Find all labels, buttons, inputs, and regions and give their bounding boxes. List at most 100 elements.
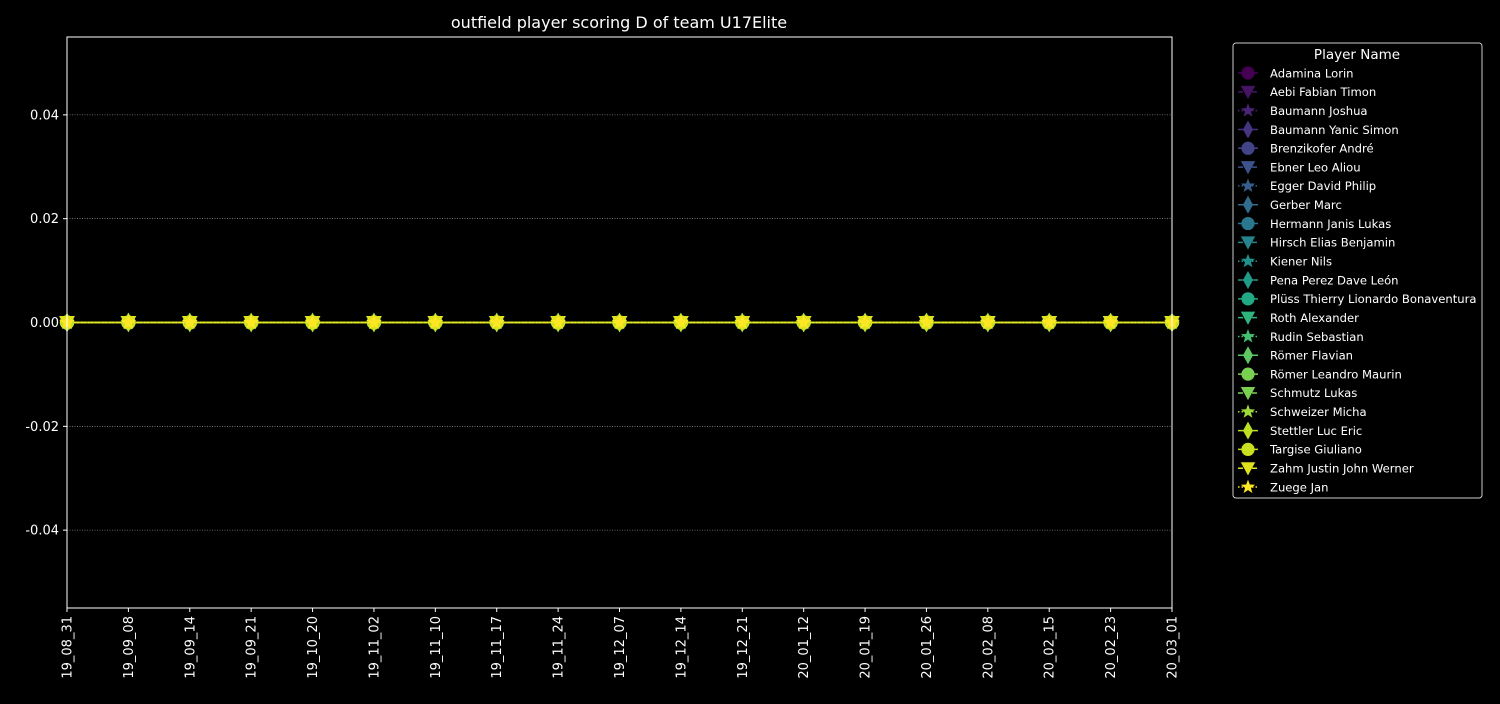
x-tick-label: 19_12_14 — [674, 616, 689, 679]
legend-label: Zuege Jan — [1270, 480, 1328, 494]
legend-frame — [1232, 42, 1483, 499]
legend-marker — [1240, 404, 1256, 418]
legend-label: Pena Perez Dave León — [1270, 273, 1399, 287]
x-axis: 19_08_31 19_09_08 19_09_14 19_09_21 19_10_20… — [61, 608, 1181, 679]
series-layer — [59, 312, 1180, 333]
legend-marker — [1240, 161, 1256, 175]
legend-label: Schmutz Lukas — [1270, 386, 1357, 400]
legend-label: Römer Leandro Maurin — [1270, 367, 1402, 381]
data-point — [1102, 314, 1119, 330]
legend-marker — [1240, 178, 1256, 192]
y-tick-label: 0.04 — [30, 108, 59, 123]
legend-item: Hermann Janis Lukas — [1238, 217, 1391, 231]
legend-label: Schweizer Micha — [1270, 405, 1367, 419]
legend-marker — [1241, 442, 1255, 456]
legend-label: Ebner Leo Aliou — [1270, 160, 1361, 174]
legend-title: Player Name — [1314, 47, 1400, 63]
legend-label: Hirsch Elias Benjamin — [1270, 236, 1395, 250]
legend-marker — [1242, 421, 1254, 440]
data-point — [918, 314, 935, 330]
legend-item: Gerber Marc — [1238, 195, 1342, 214]
data-point — [304, 314, 321, 330]
legend-label: Baumann Yanic Simon — [1270, 123, 1399, 137]
legend-label: Baumann Joshua — [1270, 104, 1368, 118]
data-point — [427, 314, 443, 330]
legend-item: Egger David Philip — [1238, 178, 1376, 193]
x-tick-label: 20_01_19 — [859, 616, 874, 679]
legend-marker — [1240, 462, 1256, 476]
legend-item: Römer Flavian — [1238, 346, 1353, 365]
legend-item: Brenzikofer André — [1238, 142, 1374, 156]
x-tick-label: 20_02_08 — [981, 616, 996, 679]
legend-item: Ebner Leo Aliou — [1238, 160, 1361, 174]
data-point — [120, 314, 137, 330]
legend-item: Baumann Yanic Simon — [1238, 120, 1399, 139]
x-tick-label: 19_09_14 — [183, 616, 198, 679]
legend-label: Römer Flavian — [1270, 349, 1353, 363]
x-tick-label: 20_01_12 — [797, 616, 812, 679]
y-tick-label: -0.02 — [25, 420, 59, 435]
y-tick-label: 0.00 — [30, 316, 59, 331]
legend-marker — [1241, 66, 1255, 80]
x-tick-label: 20_03_01 — [1166, 616, 1181, 679]
x-tick-label: 19_11_10 — [429, 616, 444, 679]
legend-label: Targise Giuliano — [1269, 443, 1362, 457]
legend-item: Baumann Joshua — [1238, 103, 1368, 118]
data-point — [673, 314, 689, 330]
legend-label: Aebi Fabian Timon — [1270, 85, 1376, 99]
legend-item: Rudin Sebastian — [1238, 329, 1364, 344]
x-tick-label: 19_10_20 — [306, 616, 321, 679]
legend-marker — [1240, 311, 1256, 325]
legend-marker — [1241, 367, 1255, 381]
legend-item: Pena Perez Dave León — [1238, 271, 1399, 290]
data-point — [366, 314, 382, 330]
x-tick-label: 19_09_21 — [245, 616, 260, 679]
legend-item: Hirsch Elias Benjamin — [1238, 236, 1395, 250]
legend-marker — [1242, 120, 1254, 139]
x-tick-label: 19_12_21 — [736, 616, 751, 679]
legend-marker — [1241, 216, 1255, 231]
legend-label: Gerber Marc — [1270, 198, 1342, 212]
x-tick-label: 20_01_26 — [920, 616, 935, 679]
legend-marker — [1240, 103, 1256, 117]
legend-marker — [1240, 253, 1256, 268]
legend-label: Zahm Justin John Werner — [1270, 462, 1414, 476]
legend-marker — [1240, 236, 1256, 250]
y-tick-label: 0.02 — [30, 212, 59, 227]
legend-label: Stettler Luc Eric — [1270, 424, 1362, 438]
data-point — [857, 314, 873, 330]
legend-item: Targise Giuliano — [1238, 443, 1362, 457]
legend-item: Zahm Justin John Werner — [1238, 462, 1414, 476]
x-tick-label: 19_12_07 — [613, 616, 628, 679]
data-point — [489, 314, 505, 330]
y-tick-label: -0.04 — [25, 524, 59, 539]
data-point — [980, 314, 996, 330]
legend-item: Plüss Thierry Lionardo Bonaventura — [1238, 292, 1477, 306]
legend-item: Schmutz Lukas — [1238, 386, 1357, 400]
x-tick-label: 19_11_02 — [367, 616, 382, 679]
legend-item: Adamina Lorin — [1238, 66, 1354, 80]
legend-label: Roth Alexander — [1270, 311, 1359, 325]
legend-label: Rudin Sebastian — [1270, 330, 1364, 344]
legend-marker — [1241, 141, 1255, 155]
data-point — [796, 314, 812, 330]
legend-marker — [1240, 85, 1256, 100]
legend-marker — [1242, 195, 1254, 214]
y-axis: -0.04 -0.02 0.00 0.02 0.04 — [25, 108, 67, 539]
legend-label: Egger David Philip — [1270, 179, 1376, 193]
legend-marker — [1242, 346, 1254, 365]
legend-marker — [1240, 479, 1256, 494]
legend-marker — [1240, 386, 1256, 401]
legend-label: Plüss Thierry Lionardo Bonaventura — [1270, 292, 1477, 306]
data-point — [243, 314, 259, 330]
x-tick-label: 20_02_15 — [1043, 616, 1058, 679]
legend[interactable]: Player Name Adamina Lorin Aebi Fabian Tim… — [1232, 42, 1483, 499]
legend-label: Adamina Lorin — [1270, 66, 1354, 80]
legend-marker — [1242, 271, 1254, 290]
plot-area-frame — [66, 36, 1173, 609]
legend-label: Kiener Nils — [1270, 255, 1332, 269]
legend-item: Roth Alexander — [1238, 311, 1359, 325]
legend-item: Zuege Jan — [1238, 479, 1328, 494]
